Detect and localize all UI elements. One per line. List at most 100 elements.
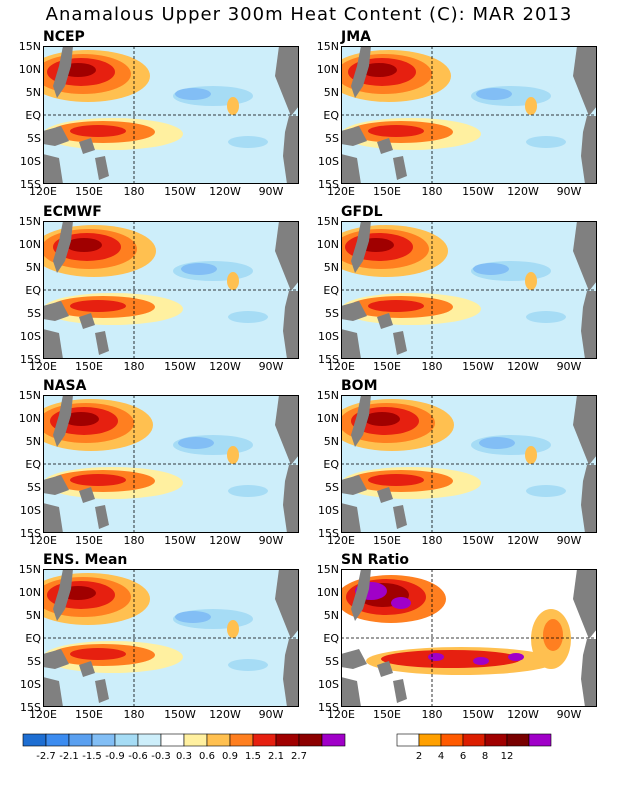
lon-tick-label: 180 [123, 708, 145, 721]
lat-tick-label: EQ [323, 458, 339, 471]
anomaly-label: 1.5 [245, 751, 261, 762]
lat-tick-label: 15S [20, 527, 41, 540]
lat-tick-label: 5S [325, 481, 339, 494]
lon-tick-label: 150E [75, 360, 103, 373]
lat-tick-label: 5N [323, 86, 339, 99]
anomaly-label: 2.7 [291, 751, 307, 762]
map-frame [341, 46, 597, 184]
lat-tick-label: 10S [20, 504, 41, 517]
land-mask [43, 569, 299, 707]
lat-tick-label: 10N [18, 63, 41, 76]
lon-tick-label: 120E [327, 185, 355, 198]
panel-title: JMA [341, 29, 371, 45]
lat-tick-label: 5N [323, 609, 339, 622]
map-panel [341, 221, 597, 359]
lat-tick-label: 10N [18, 238, 41, 251]
lat-tick-label: 5S [27, 481, 41, 494]
anomaly-swatch [22, 733, 47, 747]
lon-tick-label: 120E [327, 708, 355, 721]
lat-tick-label: 15S [20, 353, 41, 366]
map-frame [341, 569, 597, 707]
land-mask [341, 46, 597, 184]
map-panel [43, 46, 299, 184]
snr-swatch [396, 733, 420, 747]
lat-tick-label: EQ [25, 632, 41, 645]
lon-tick-label: 120W [209, 708, 241, 721]
land-mask [341, 395, 597, 533]
lon-tick-label: 120W [209, 534, 241, 547]
snr-swatch [506, 733, 530, 747]
figure-title: Anamalous Upper 300m Heat Content (C): M… [45, 4, 573, 25]
lat-tick-label: 5N [25, 261, 41, 274]
lat-tick-label: 10S [318, 678, 339, 691]
anomaly-label: -0.9 [105, 751, 125, 762]
map-frame [43, 221, 299, 359]
lon-tick-label: 90W [556, 360, 582, 373]
lat-tick-label: EQ [323, 109, 339, 122]
lon-tick-label: 180 [421, 360, 443, 373]
lat-tick-label: 15N [316, 563, 339, 576]
lat-tick-label: 15S [318, 353, 339, 366]
lon-tick-label: 90W [258, 708, 284, 721]
panel-title: NASA [43, 378, 87, 394]
lat-tick-label: 15N [18, 563, 41, 576]
lat-tick-label: 10N [316, 586, 339, 599]
lat-tick-label: 5N [323, 261, 339, 274]
lon-tick-label: 150W [462, 534, 494, 547]
lat-tick-label: 10S [20, 678, 41, 691]
lat-tick-label: 15S [318, 178, 339, 191]
anomaly-label: 0.3 [176, 751, 192, 762]
anomaly-label: -2.1 [59, 751, 79, 762]
lat-tick-label: EQ [323, 632, 339, 645]
anomaly-label: -1.5 [82, 751, 102, 762]
lon-tick-label: 90W [556, 708, 582, 721]
lat-tick-label: 15N [316, 389, 339, 402]
lat-tick-label: 15S [20, 178, 41, 191]
lat-tick-label: 15N [316, 40, 339, 53]
lat-tick-label: 15N [18, 389, 41, 402]
lat-tick-label: 15S [20, 701, 41, 714]
anomaly-swatch [298, 733, 323, 747]
lat-tick-label: 10S [318, 155, 339, 168]
lat-tick-label: 5N [25, 435, 41, 448]
anomaly-colorbar: -2.7 -2.1 -1.5 -0.9 -0.6 -0.3 0.3 0.6 0.9 1.5 2.1 2… [22, 733, 346, 762]
lon-tick-label: 120E [29, 185, 57, 198]
lon-tick-label: 120E [29, 708, 57, 721]
panel-title: BOM [341, 378, 378, 394]
lat-tick-label: 5S [27, 655, 41, 668]
anomaly-swatch [229, 733, 254, 747]
snr-colorbar: 2 4 6 8 12 [396, 733, 552, 762]
snr-swatch [528, 733, 552, 747]
lon-tick-label: 150W [462, 360, 494, 373]
map-frame [341, 221, 597, 359]
lat-tick-label: EQ [25, 284, 41, 297]
lon-tick-label: 120W [209, 360, 241, 373]
anomaly-swatch [114, 733, 139, 747]
lon-tick-label: 180 [123, 534, 145, 547]
lon-tick-label: 180 [421, 534, 443, 547]
lon-tick-label: 150W [164, 360, 196, 373]
lon-tick-label: 150E [373, 185, 401, 198]
anomaly-swatch [160, 733, 185, 747]
lon-tick-label: 150E [373, 708, 401, 721]
lon-tick-label: 150E [75, 708, 103, 721]
anomaly-label: -2.7 [36, 751, 56, 762]
lat-tick-label: 10S [20, 155, 41, 168]
anomaly-swatch [45, 733, 70, 747]
map-frame [43, 395, 299, 533]
lat-tick-label: 10S [318, 330, 339, 343]
lat-tick-label: 5S [325, 307, 339, 320]
lon-tick-label: 120W [507, 360, 539, 373]
anomaly-swatch [321, 733, 346, 747]
lat-tick-label: 5S [27, 307, 41, 320]
lat-tick-label: 5S [325, 132, 339, 145]
lat-tick-label: 5N [25, 609, 41, 622]
lat-tick-label: 5S [27, 132, 41, 145]
lon-tick-label: 90W [556, 534, 582, 547]
lat-tick-label: 10S [318, 504, 339, 517]
lon-tick-label: 150E [75, 185, 103, 198]
lon-tick-label: 150W [164, 185, 196, 198]
panel-title: ECMWF [43, 204, 102, 220]
snr-label: 6 [459, 751, 467, 762]
lat-tick-label: 5N [323, 435, 339, 448]
